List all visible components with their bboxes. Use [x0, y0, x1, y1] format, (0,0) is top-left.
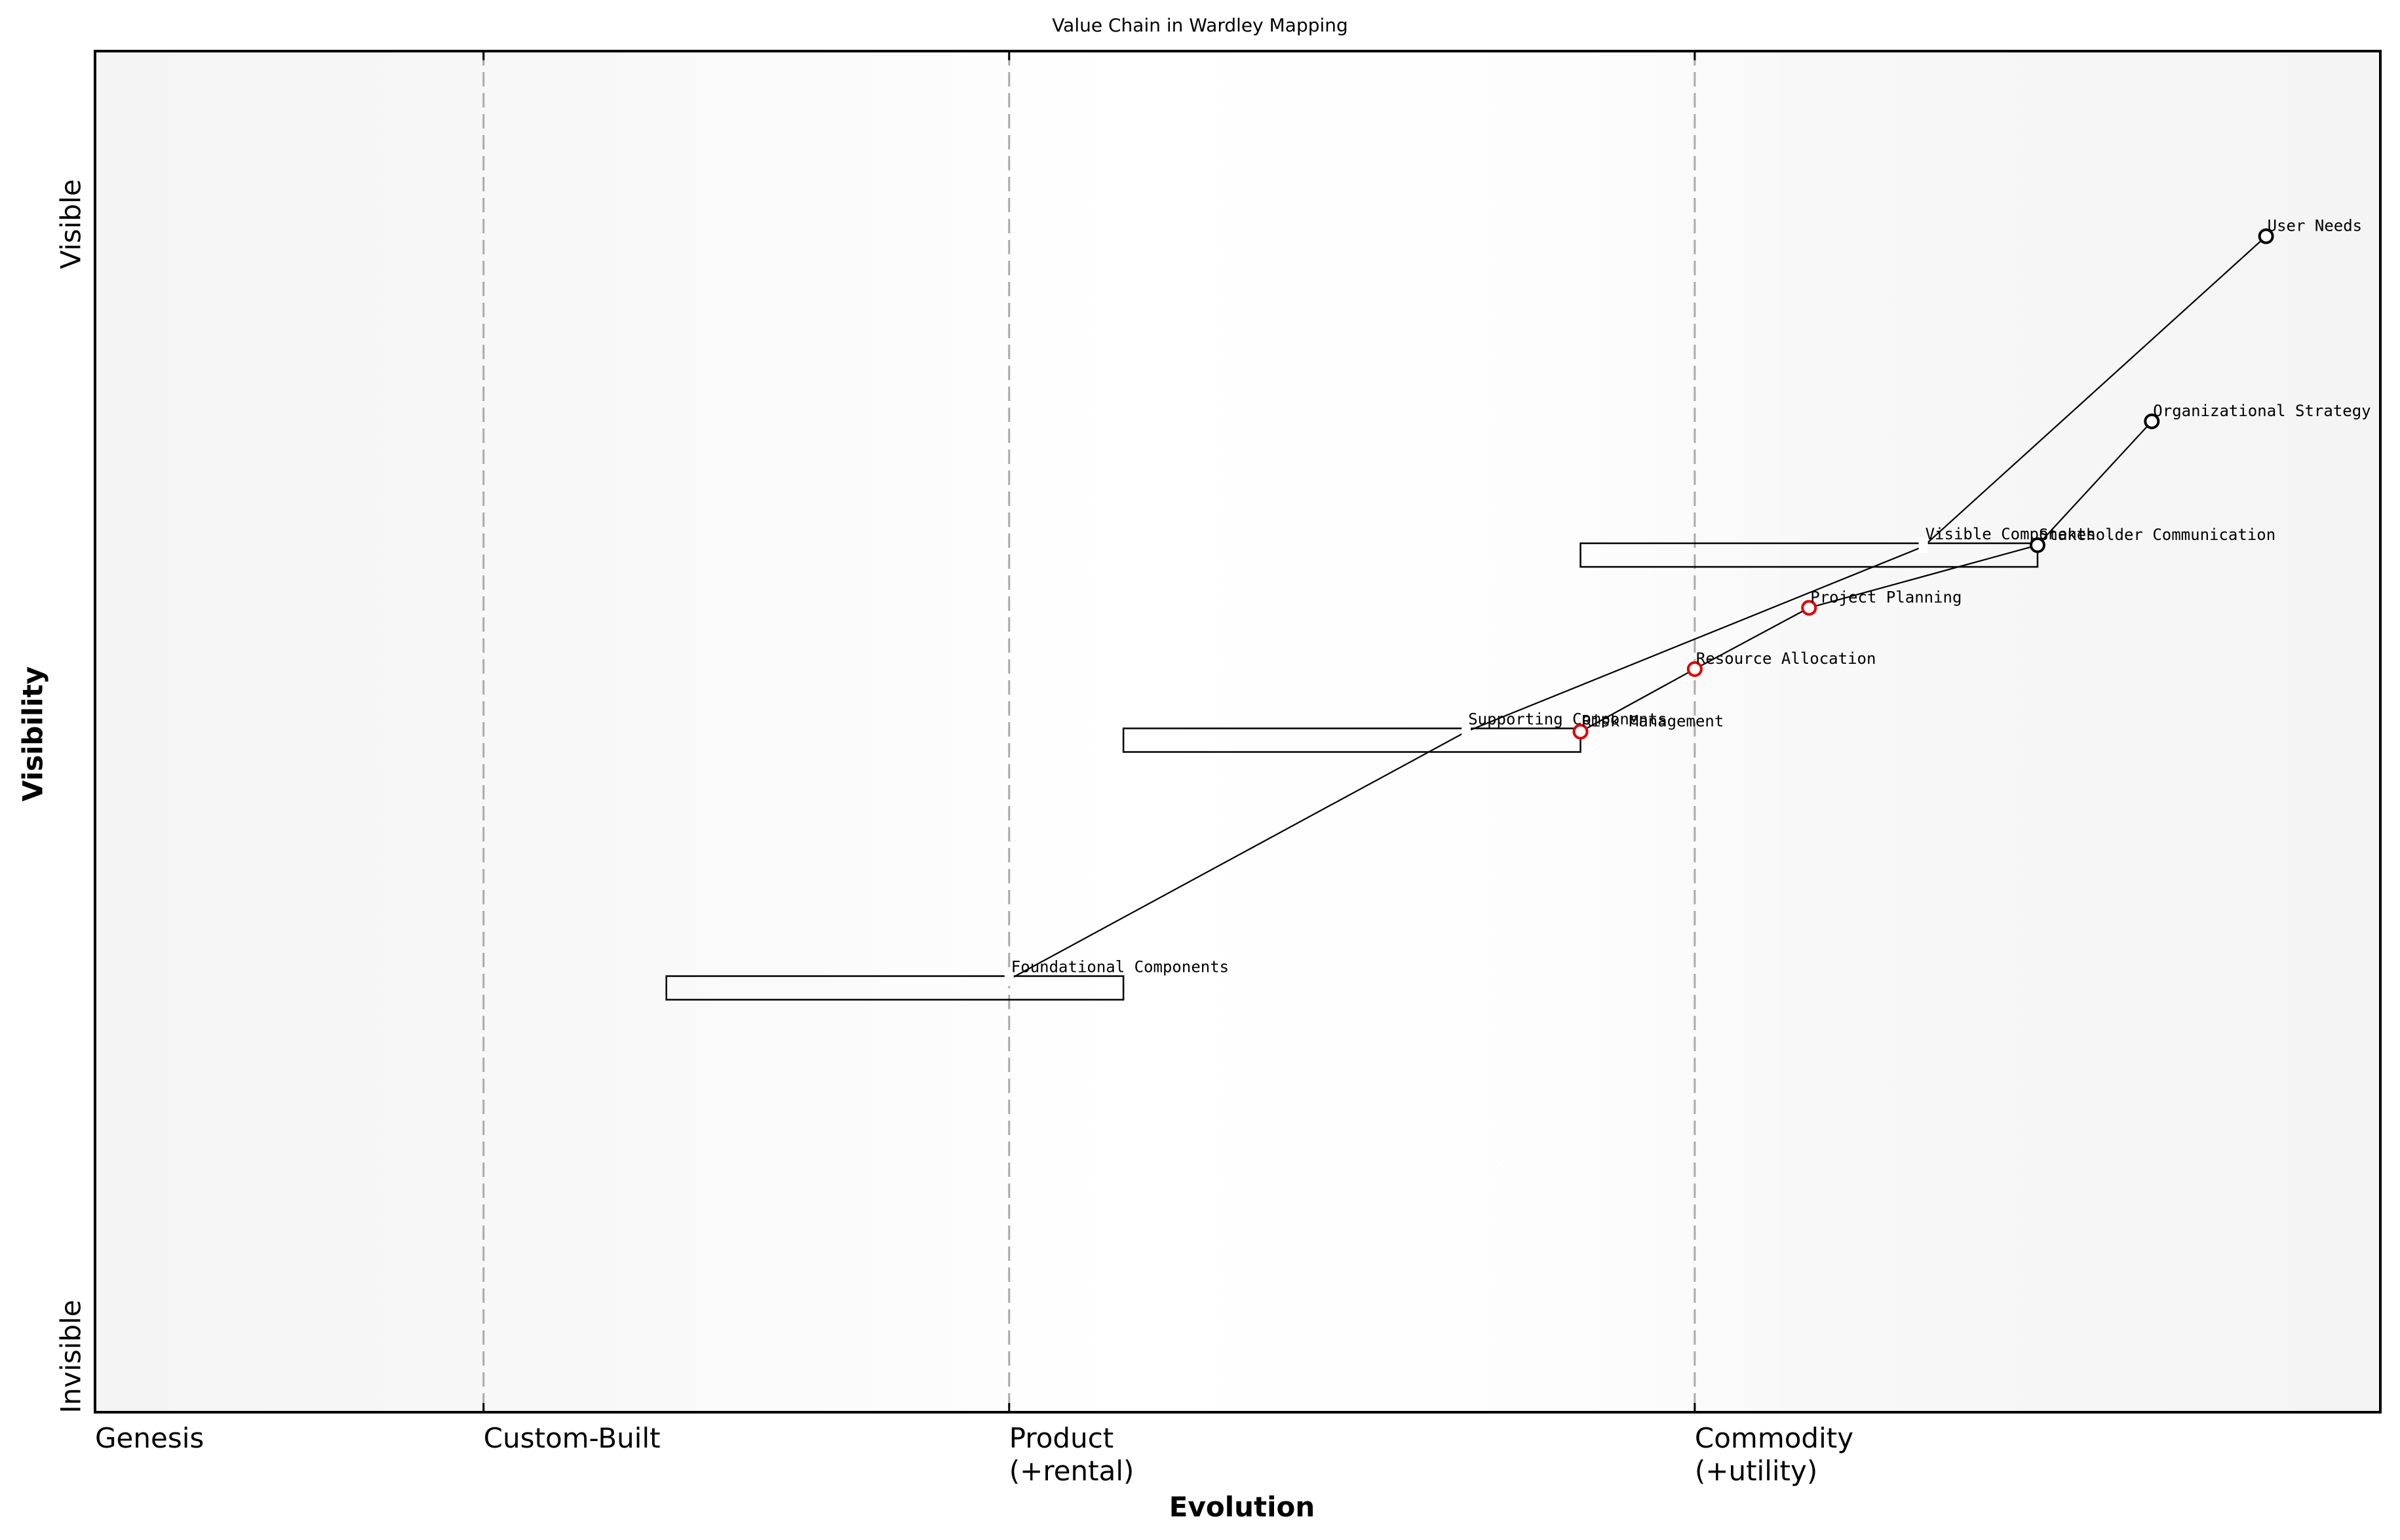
dependency-link [1580, 668, 1695, 733]
group-label: Foundational Components [1011, 958, 1229, 976]
x-tick-label: Product (+rental) [1009, 1422, 1134, 1487]
chart-title: Value Chain in Wardley Mapping [1052, 14, 1348, 36]
group-marker [1004, 970, 1014, 986]
dependency-link [1808, 544, 2038, 609]
component-group-box [1122, 727, 1581, 753]
plot-frame [94, 50, 2382, 1414]
component-group-box [1579, 542, 2039, 568]
component-label: User Needs [2268, 216, 2363, 235]
dependency-link [2037, 421, 2153, 546]
group-marker [1918, 537, 1928, 554]
y-tick-label: Invisible [54, 1299, 87, 1414]
component-label: Organizational Strategy [2153, 402, 2371, 420]
component-group-box [665, 975, 1125, 1001]
component-node[interactable] [2029, 537, 2045, 553]
plot-background [95, 51, 2380, 1412]
component-node[interactable] [2144, 413, 2160, 429]
group-marker [1461, 722, 1471, 739]
dependency-link [1465, 546, 1924, 733]
component-node[interactable] [1572, 723, 1589, 740]
dependency-link [1694, 607, 1810, 670]
component-label: Stakeholder Communication [2039, 526, 2275, 544]
y-tick-label: Visible [54, 179, 87, 269]
x-tick-label: Custom-Built [483, 1422, 661, 1454]
component-label: Risk Management [1582, 712, 1724, 731]
group-label: Supporting Components [1468, 710, 1667, 729]
y-axis-label: Visibility [16, 666, 49, 802]
component-label: Resource Allocation [1696, 649, 1876, 668]
x-tick-label: Commodity (+utility) [1694, 1422, 1854, 1487]
component-label: Project Planning [1810, 588, 1962, 606]
x-tick-label: Genesis [95, 1422, 204, 1454]
dependency-link [1922, 235, 2267, 547]
dependency-link [1009, 731, 1467, 980]
component-node[interactable] [1686, 661, 1703, 677]
component-node[interactable] [2258, 228, 2274, 244]
x-axis-label: Evolution [1169, 1491, 1315, 1523]
group-label: Visible Components [1926, 525, 2096, 543]
component-node[interactable] [1801, 600, 1817, 616]
